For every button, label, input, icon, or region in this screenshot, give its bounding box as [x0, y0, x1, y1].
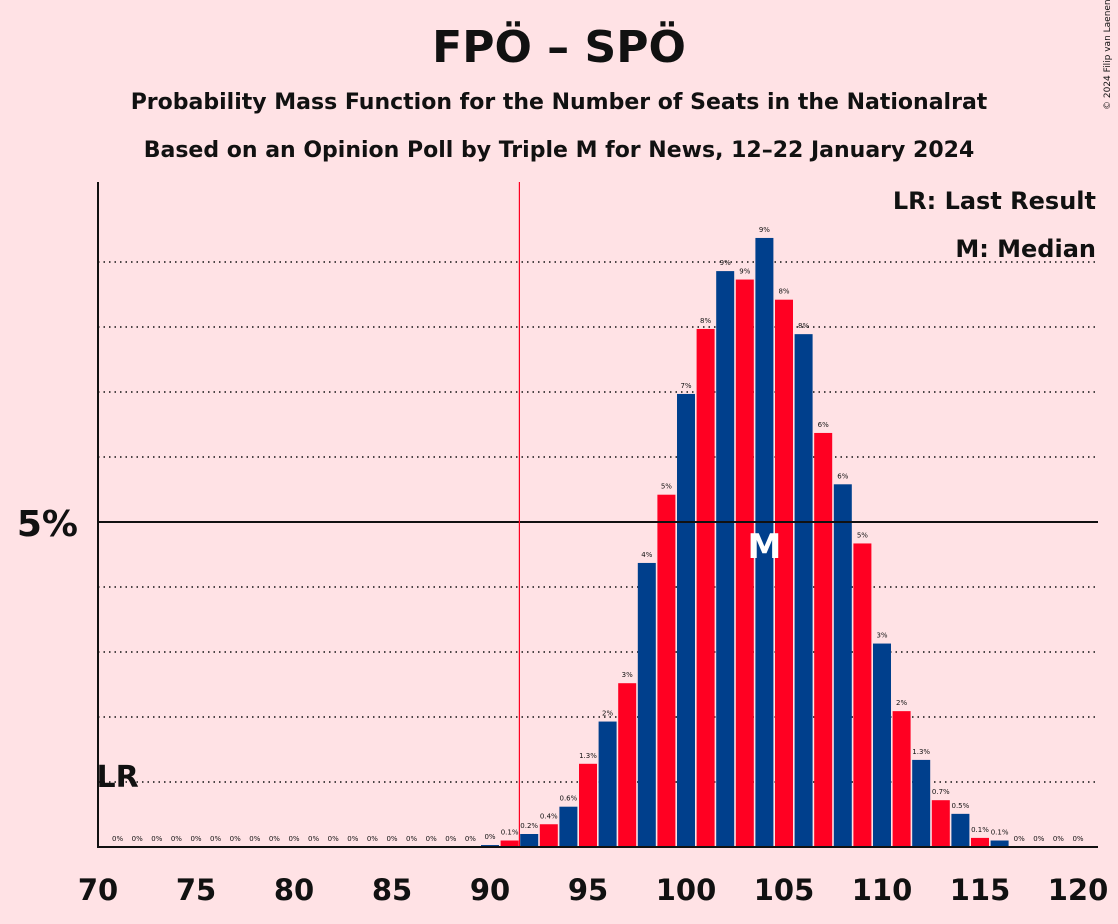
bar-label-88: 0%: [445, 835, 456, 843]
bar-label-110: 3%: [876, 632, 887, 640]
chart-source-line: Based on an Opinion Poll by Triple M for…: [143, 138, 975, 163]
bar-label-119: 0%: [1053, 835, 1064, 843]
bar-label-95: 1.3%: [579, 752, 597, 760]
bar-109: [853, 543, 872, 847]
legend-last-result: LR: Last Result: [893, 187, 1096, 215]
bar-107: [814, 432, 833, 847]
bar-100: [677, 393, 695, 847]
bar-label-113: 0.7%: [932, 788, 950, 796]
bar-label-78: 0%: [249, 835, 260, 843]
bar-116: [990, 840, 1009, 847]
bar-label-85: 0%: [386, 835, 397, 843]
bar-label-89: 0%: [465, 835, 476, 843]
bar-label-101: 8%: [700, 317, 711, 325]
bar-93: [539, 824, 558, 847]
bar-label-97: 3%: [622, 671, 633, 679]
bar-113: [931, 800, 950, 847]
bar-label-105: 8%: [778, 288, 789, 296]
bar-label-115: 0.1%: [971, 826, 989, 834]
bar-label-73: 0%: [151, 835, 162, 843]
bar-112: [912, 759, 931, 847]
bar-label-92: 0.2%: [520, 822, 538, 830]
bar-label-106: 8%: [798, 322, 809, 330]
bar-label-87: 0%: [426, 835, 437, 843]
bar-115: [971, 837, 989, 847]
bar-101: [696, 328, 715, 847]
bar-label-90: 0%: [484, 833, 495, 841]
bar-label-82: 0%: [328, 835, 339, 843]
x-tick-label-105: 105: [754, 873, 815, 907]
bar-label-79: 0%: [269, 835, 280, 843]
bar-91: [500, 840, 519, 847]
bar-94: [559, 806, 578, 847]
chart-title: FPÖ – SPÖ: [432, 22, 686, 73]
bar-104: [755, 237, 774, 847]
bar-92: [520, 834, 539, 847]
bar-111: [892, 711, 911, 847]
bar-label-116: 0.1%: [991, 829, 1009, 837]
bar-label-77: 0%: [230, 835, 241, 843]
bar-label-109: 5%: [857, 531, 868, 539]
x-tick-label-70: 70: [78, 873, 118, 907]
bar-label-100: 7%: [680, 382, 691, 390]
bar-105: [775, 299, 793, 847]
x-tick-label-85: 85: [372, 873, 412, 907]
bar-label-107: 6%: [818, 421, 829, 429]
bar-95: [579, 763, 597, 847]
bar-label-120: 0%: [1072, 835, 1083, 843]
bar-label-74: 0%: [171, 835, 182, 843]
x-tick-label-100: 100: [656, 873, 717, 907]
bar-label-117: 0%: [1014, 835, 1025, 843]
bar-99: [657, 494, 676, 847]
bar-label-76: 0%: [210, 835, 221, 843]
bar-label-99: 5%: [661, 483, 672, 491]
bar-label-71: 0%: [112, 835, 123, 843]
bar-103: [735, 279, 754, 847]
x-tick-label-110: 110: [852, 873, 913, 907]
x-tick-label-120: 120: [1048, 873, 1109, 907]
bar-114: [951, 813, 970, 847]
bar-106: [794, 334, 813, 847]
bar-label-94: 0.6%: [560, 795, 578, 803]
x-tick-label-115: 115: [950, 873, 1011, 907]
last-result-label: LR: [96, 760, 138, 795]
bar-label-98: 4%: [641, 551, 652, 559]
bar-label-83: 0%: [347, 835, 358, 843]
bar-108: [833, 484, 852, 847]
bar-label-112: 1.3%: [912, 748, 930, 756]
x-tick-label-95: 95: [568, 873, 608, 907]
bar-97: [618, 683, 637, 847]
chart-subtitle: Probability Mass Function for the Number…: [130, 90, 988, 115]
bar-110: [873, 643, 891, 847]
bar-label-104: 9%: [759, 226, 770, 234]
bar-label-84: 0%: [367, 835, 378, 843]
bar-label-103: 9%: [739, 268, 750, 276]
bar-label-114: 0.5%: [952, 802, 970, 810]
bar-98: [637, 562, 656, 847]
bar-label-75: 0%: [190, 835, 201, 843]
x-tick-label-80: 80: [274, 873, 314, 907]
bar-label-111: 2%: [896, 699, 907, 707]
bar-label-80: 0%: [288, 835, 299, 843]
bar-96: [598, 721, 617, 847]
bar-label-118: 0%: [1033, 835, 1044, 843]
bar-label-72: 0%: [132, 835, 143, 843]
bar-label-93: 0.4%: [540, 812, 558, 820]
legend-median: M: Median: [955, 235, 1096, 263]
bar-label-96: 2%: [602, 710, 613, 718]
bar-label-81: 0%: [308, 835, 319, 843]
y-tick-label: 5%: [17, 504, 78, 545]
bar-label-91: 0.1%: [501, 829, 519, 837]
median-marker: M: [747, 527, 781, 567]
bar-102: [716, 271, 735, 848]
bar-label-108: 6%: [837, 472, 848, 480]
bar-label-102: 9%: [720, 259, 731, 267]
x-tick-label-90: 90: [470, 873, 510, 907]
bar-label-86: 0%: [406, 835, 417, 843]
x-tick-label-75: 75: [176, 873, 216, 907]
